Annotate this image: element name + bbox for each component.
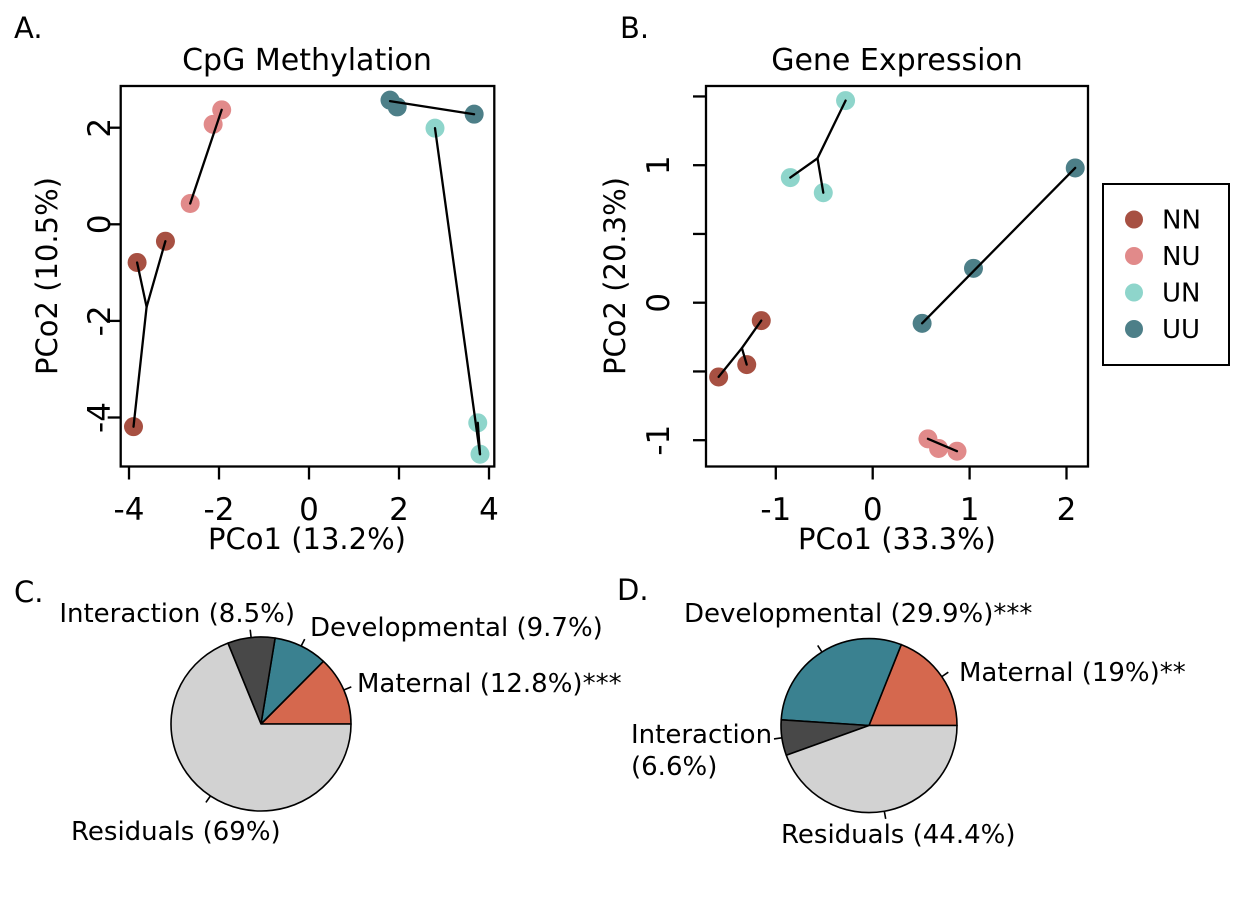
pie-d-label-developmental: Developmental (29.9%)*** [684,599,1032,629]
legend-dot-uu [1125,320,1143,338]
panel-a-yaxis-label: PCo2 (10.5%) [30,177,64,375]
pie-c-label-developmental: Developmental (9.7%) [310,613,603,643]
legend-dot-un [1125,283,1143,302]
pie-label-tick [249,629,252,638]
panel-a-xaxis-label: PCo1 (13.2%) [208,522,406,556]
legend-dot-nn [1125,210,1143,229]
panel-b-axes: -1 0 1 2 1 0 -1 [641,95,1077,528]
x-tick-label: -2 [204,492,235,528]
legend-dot-nu [1125,247,1143,265]
cluster-connector-line [189,108,223,205]
legend-label-un: UN [1162,279,1200,309]
pie-label-tick [817,644,823,653]
y-tick-label: -2 [82,305,118,336]
pie-d-label-interaction-line1: Interaction [631,720,772,750]
y-tick-label: -1 [641,425,677,456]
pie-d-label-residuals: Residuals (44.4%) [781,820,1016,850]
panel-letter-b: B. [620,11,649,45]
pie-c-label-maternal: Maternal (12.8%)*** [357,669,622,699]
cluster-connector-line [145,240,167,309]
y-tick-label: 2 [82,118,118,138]
cluster-connector-line [740,346,748,366]
legend: NN NU UN UU [1102,183,1230,366]
panel-b-connectors [717,99,1077,453]
pie-d-slices [773,637,958,820]
legend-border [1102,183,1230,366]
y-tick-label: 1 [641,155,677,175]
panel-a-axes: -4 -2 0 2 4 2 0 -2 -4 [82,118,499,528]
x-tick-label: 2 [389,492,409,528]
panel-a-connectors [132,99,482,456]
pie-label-tick [300,638,306,647]
pie-c-label-residuals: Residuals (69%) [71,817,281,847]
cluster-connector-line [132,261,148,428]
panel-letter-d: D. [617,573,649,607]
panel-b-title: Gene Expression [771,43,1023,78]
y-tick-label: 0 [641,293,677,313]
cluster-connector-line [926,437,959,453]
x-tick-label: 0 [299,492,319,528]
pie-label-tick [343,686,352,691]
x-tick-label: 0 [863,492,883,528]
cluster-connector-line [920,166,1077,325]
pie-label-tick [205,795,212,803]
panel-a-points [124,90,490,464]
panel-b-xaxis-label: PCo1 (33.3%) [798,522,996,556]
y-tick-label: 0 [82,214,118,234]
pie-d-label-interaction-line2: (6.6%) [631,752,717,782]
panel-b-plot-box [704,84,1090,468]
pie-c-slices [170,629,352,812]
cluster-connector-line [816,157,825,194]
pie-d-label-maternal: Maternal (19%)** [959,658,1186,688]
cluster-connector-line [388,99,476,116]
pie-slice-maternal [868,643,958,727]
x-tick-label: -4 [114,492,145,528]
panel-b-yaxis-label: PCo2 (20.3%) [598,177,632,375]
panel-a-title: CpG Methylation [182,43,432,78]
legend-label-nn: NN [1162,206,1201,236]
pie-label-tick [773,737,783,740]
x-tick-label: 2 [1057,492,1077,528]
pie-label-tick [883,811,887,820]
pie-c-label-interaction: Interaction (8.5%) [59,599,295,629]
panel-letter-c: C. [14,575,43,609]
pie-label-tick [941,671,949,678]
pie-slice-developmental [780,637,903,727]
legend-label-nu: NU [1162,242,1200,272]
panel-a-plot-box [119,84,496,468]
cluster-connector-line [476,421,482,456]
x-tick-label: -1 [760,492,791,528]
y-tick-label: -4 [82,402,118,433]
cluster-connector-line [433,127,482,456]
data-point-nu [929,438,949,458]
x-tick-label: 4 [479,492,499,528]
data-point-uu [963,258,983,278]
legend-label-uu: UU [1162,315,1200,345]
panel-letter-a: A. [14,11,43,45]
pie-slice-residuals [170,642,352,812]
panel-b-points [709,91,1085,461]
x-tick-label: 1 [960,492,980,528]
